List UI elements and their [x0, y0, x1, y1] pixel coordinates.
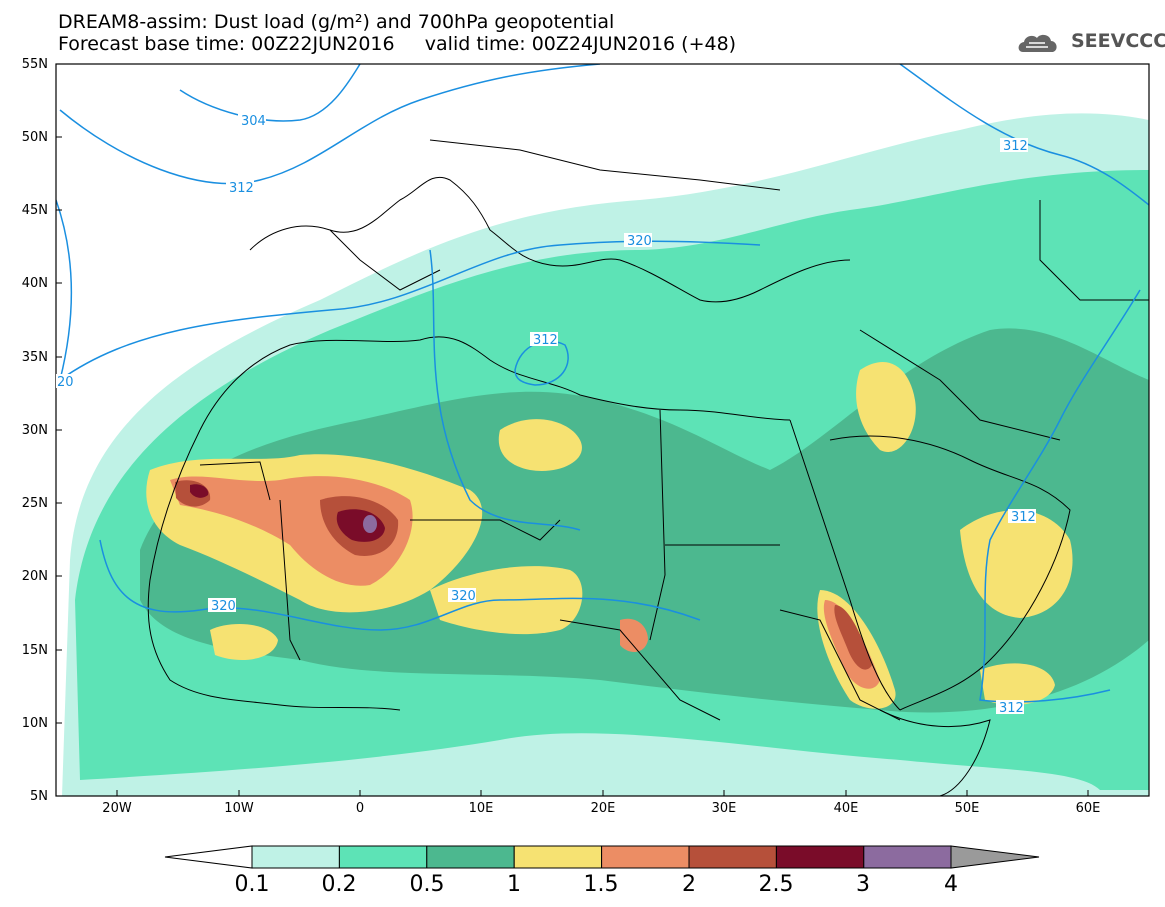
- border-line-10: [429, 139, 781, 191]
- lat-label: 55N: [21, 57, 48, 72]
- legend-label: 4: [944, 872, 958, 897]
- legend-label: 0.1: [234, 872, 270, 897]
- legend-label: 1.5: [583, 872, 619, 897]
- dust-peak: [363, 515, 377, 533]
- lat-label: 10N: [21, 716, 48, 731]
- dust-patch-11: [620, 618, 648, 652]
- lon-label: 60E: [1075, 801, 1101, 816]
- lat-label: 40N: [21, 276, 48, 291]
- lat-label: 35N: [21, 350, 48, 365]
- dust-patch-16: [190, 484, 209, 498]
- border-line-2: [410, 519, 561, 541]
- dust-patch-14: [834, 605, 872, 670]
- red-sea-coast: [789, 419, 901, 711]
- contour-label: 312: [229, 181, 254, 196]
- contour-304: [179, 64, 361, 122]
- contour-label: 312: [1011, 510, 1036, 525]
- border-line-1: [279, 499, 301, 661]
- legend-label: 3: [856, 872, 870, 897]
- dust-patch-8: [210, 624, 278, 660]
- contour-312-north: [59, 64, 601, 185]
- lat-label: 50N: [21, 130, 48, 145]
- border-line-3: [649, 409, 666, 641]
- contour-label: 312: [1003, 139, 1028, 154]
- arabia-coast: [829, 435, 1071, 711]
- contour-label: 312: [533, 333, 558, 348]
- border-line-9: [779, 609, 901, 721]
- dust-patch-5: [960, 510, 1073, 618]
- coastline-europe: [249, 176, 851, 303]
- lat-label: 45N: [21, 203, 48, 218]
- dust-patch-7: [980, 663, 1055, 705]
- legend-label: 2.5: [758, 872, 794, 897]
- horn-africa-coast: [879, 709, 991, 796]
- contour-320-africa: [429, 249, 581, 531]
- lat-label: 5N: [30, 789, 48, 804]
- border-line-8: [859, 329, 1061, 441]
- contour-20-west: [56, 199, 72, 381]
- lat-label: 15N: [21, 643, 48, 658]
- contour-312-east: [899, 64, 1149, 206]
- coastline-west-africa: [147, 429, 401, 711]
- contour-label: 320: [211, 599, 236, 614]
- lon-label: 20W: [102, 801, 132, 816]
- lon-label: 20E: [590, 801, 616, 816]
- contour-label: 304: [241, 114, 266, 129]
- lat-label: 30N: [21, 423, 48, 438]
- border-line-6: [559, 619, 721, 721]
- lat-label: 20N: [21, 569, 48, 584]
- map-title: DREAM8-assim: Dust load (g/m²) and 700hP…: [58, 11, 615, 33]
- contour-label: 20: [57, 375, 74, 390]
- border-line-5: [199, 461, 271, 501]
- lon-label: 30E: [711, 801, 737, 816]
- legend-label: 1: [507, 872, 521, 897]
- legend-label: 2: [682, 872, 696, 897]
- contour-label: 312: [999, 701, 1024, 716]
- border-line-11: [329, 229, 441, 291]
- lon-label: 10W: [224, 801, 254, 816]
- legend-label: 0.5: [409, 872, 445, 897]
- lon-label: 0: [355, 801, 365, 816]
- contour-label: 320: [451, 589, 476, 604]
- coastline-north-africa: [199, 336, 791, 431]
- dust-patch-2: [498, 419, 582, 471]
- contour-320-sahel: [99, 539, 701, 631]
- dust-patch-4: [856, 361, 916, 452]
- lon-label: 10E: [468, 801, 494, 816]
- lon-label: 40E: [833, 801, 859, 816]
- contour-label: 320: [627, 234, 652, 249]
- cloud-icon: [1018, 34, 1057, 52]
- map-subtitle: Forecast base time: 00Z22JUN2016 valid t…: [58, 33, 737, 55]
- legend-label: 0.2: [321, 872, 357, 897]
- seevccc-logo: SEEVCCC: [1071, 30, 1165, 52]
- lon-label: 50E: [954, 801, 980, 816]
- lat-label: 25N: [21, 496, 48, 511]
- border-line-7: [1039, 200, 1149, 301]
